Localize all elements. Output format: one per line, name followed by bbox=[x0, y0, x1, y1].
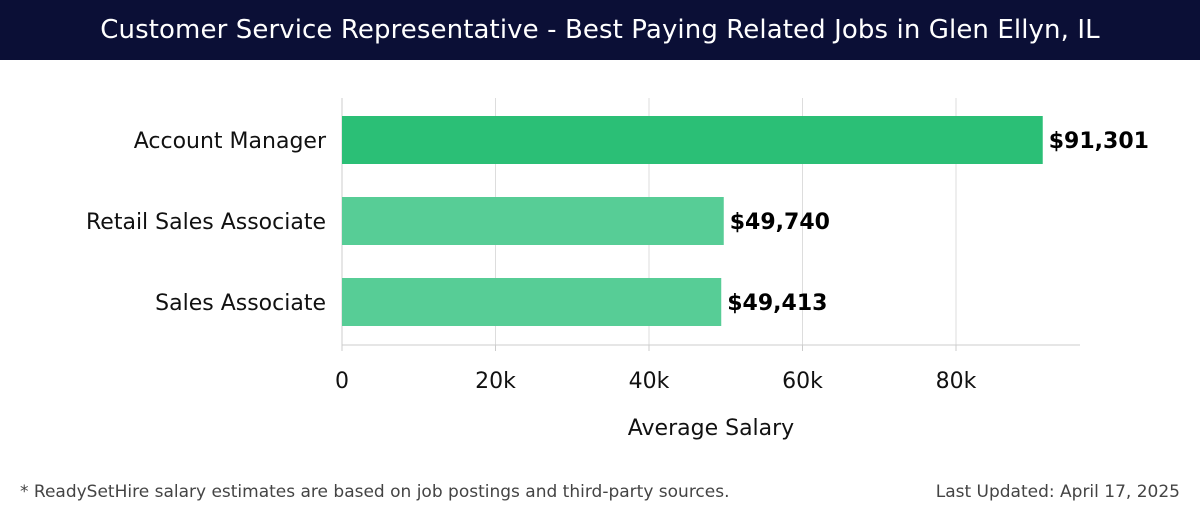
category-label: Retail Sales Associate bbox=[86, 210, 326, 235]
bar bbox=[342, 278, 722, 326]
x-tick-label: 0 bbox=[335, 369, 349, 394]
chart-header: Customer Service Representative - Best P… bbox=[0, 0, 1200, 60]
x-tick-label: 60k bbox=[782, 369, 823, 394]
x-axis-title: Average Salary bbox=[628, 416, 794, 441]
data-label: $49,740 bbox=[730, 210, 830, 235]
x-tick-label: 20k bbox=[475, 369, 516, 394]
data-label: $49,413 bbox=[727, 291, 827, 316]
last-updated: Last Updated: April 17, 2025 bbox=[935, 482, 1180, 502]
category-label: Sales Associate bbox=[155, 291, 326, 316]
footer-note: * ReadySetHire salary estimates are base… bbox=[20, 482, 730, 502]
bar bbox=[342, 197, 724, 245]
chart-title: Customer Service Representative - Best P… bbox=[100, 15, 1100, 45]
x-tick-label: 40k bbox=[629, 369, 670, 394]
data-label: $91,301 bbox=[1049, 129, 1149, 154]
category-label: Account Manager bbox=[134, 129, 327, 154]
bar-chart: Account Manager $91,301 Retail Sales Assoc… bbox=[86, 98, 1149, 441]
bar bbox=[342, 116, 1043, 164]
x-tick-label: 80k bbox=[936, 369, 977, 394]
